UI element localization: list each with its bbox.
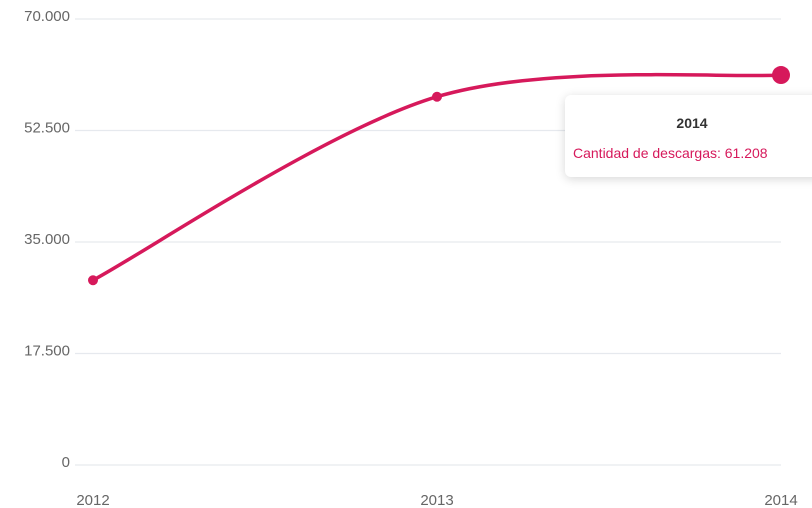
data-point[interactable] xyxy=(88,275,98,286)
x-tick-label: 2013 xyxy=(420,492,453,508)
tooltip: 2014 Cantidad de descargas: 61.208 xyxy=(565,95,812,177)
y-tick-label: 52.500 xyxy=(24,120,70,137)
y-tick-label: 17.500 xyxy=(24,343,70,360)
y-tick-label: 35.000 xyxy=(24,231,70,248)
data-point-hovered[interactable] xyxy=(772,66,790,85)
y-tick-label: 0 xyxy=(62,454,70,471)
tooltip-value: Cantidad de descargas: 61.208 xyxy=(573,145,768,161)
grid-lines xyxy=(75,18,781,466)
series-layer xyxy=(88,66,790,286)
x-tick-label: 2014 xyxy=(764,492,797,508)
x-axis: 2012 2013 2014 xyxy=(76,492,797,508)
y-tick-label: 70.000 xyxy=(24,8,70,25)
x-tick-label: 2012 xyxy=(76,492,109,508)
tooltip-title: 2014 xyxy=(676,115,708,131)
data-point[interactable] xyxy=(432,91,442,102)
y-axis: 0 17.500 35.000 52.500 70.000 xyxy=(24,8,70,471)
